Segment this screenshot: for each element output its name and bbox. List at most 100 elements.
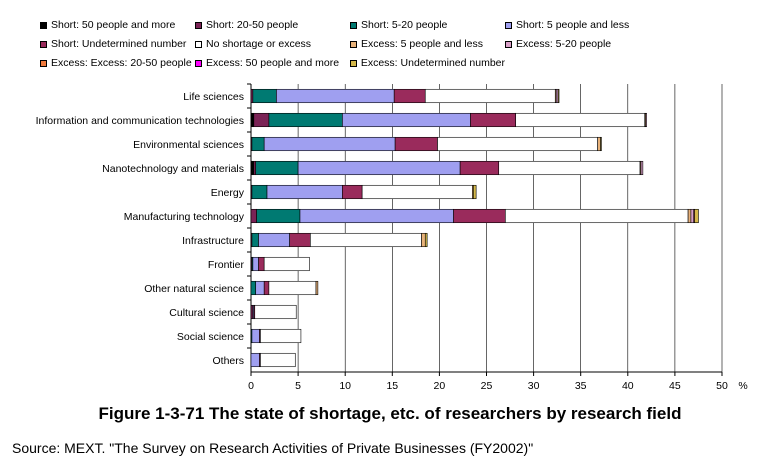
bar-segment bbox=[251, 232, 259, 248]
category-label: Nanotechnology and materials bbox=[102, 163, 244, 175]
x-tick-label: 5 bbox=[295, 380, 301, 392]
bar-segment bbox=[258, 256, 265, 272]
legend-label: Short: 50 people and more bbox=[51, 19, 176, 31]
bar-segment bbox=[640, 160, 644, 176]
source-note: Source: MEXT. "The Survey on Research Ac… bbox=[12, 440, 534, 456]
legend-item: Excess: 5-20 people bbox=[505, 37, 760, 51]
bar-segment bbox=[260, 328, 302, 344]
legend-item: Excess: 50 people and more bbox=[195, 56, 350, 70]
x-tick-label: 50 bbox=[716, 380, 728, 392]
category-label: Infrastructure bbox=[182, 235, 244, 247]
category-label: Information and communication technologi… bbox=[36, 115, 244, 127]
category-label: Social science bbox=[177, 331, 244, 343]
x-tick-label: 30 bbox=[528, 380, 540, 392]
bar-segment bbox=[557, 88, 560, 104]
bar-segment bbox=[437, 136, 598, 152]
legend-item: Short: Undetermined number bbox=[40, 37, 195, 51]
chart-plot: 0 5 10 15 20 25 30 35 40 45 50 % Life sciences Inform… bbox=[36, 83, 748, 392]
bar-segment bbox=[393, 88, 426, 104]
bar-segment bbox=[256, 208, 301, 224]
bar-segment bbox=[250, 112, 255, 128]
legend-swatch bbox=[40, 59, 47, 67]
legend-label: Excess: 50 people and more bbox=[206, 57, 340, 69]
bar-segment bbox=[251, 184, 268, 200]
bar-segment bbox=[250, 208, 257, 224]
bar-segment bbox=[515, 112, 646, 128]
x-tick-label: 20 bbox=[434, 380, 446, 392]
legend-item: Short: 50 people and more bbox=[40, 18, 195, 32]
bar-segment bbox=[251, 136, 265, 152]
x-tick-label: 25 bbox=[481, 380, 493, 392]
legend-item: Short: 5-20 people bbox=[350, 18, 505, 32]
bar-segment bbox=[315, 280, 319, 296]
legend-swatch bbox=[350, 59, 357, 67]
x-tick-label: 35 bbox=[575, 380, 587, 392]
legend-swatch bbox=[40, 40, 47, 48]
bar-segment bbox=[260, 352, 296, 368]
bar-segment bbox=[645, 112, 647, 128]
category-label: Frontier bbox=[208, 259, 245, 271]
legend-item: No shortage or excess bbox=[195, 37, 350, 51]
bar-segment bbox=[255, 160, 299, 176]
legend-swatch bbox=[350, 21, 357, 29]
legend-label: Excess: Undetermined number bbox=[360, 57, 505, 69]
legend-swatch bbox=[350, 40, 357, 48]
legend-label: Excess: 5 people and less bbox=[361, 38, 483, 50]
bar-segment bbox=[250, 352, 260, 368]
legend-item: Short: 5 people and less bbox=[505, 18, 760, 32]
figure-caption: Figure 1-3-71 The state of shortage, etc… bbox=[98, 404, 682, 423]
bar-segment bbox=[253, 112, 270, 128]
legend-label: Excess: 5-20 people bbox=[516, 38, 612, 50]
bar-segment bbox=[690, 208, 695, 224]
legend-item: Excess: Undetermined number bbox=[350, 56, 505, 70]
legend-swatch bbox=[195, 21, 202, 29]
bar-segment bbox=[310, 232, 422, 248]
bar-segment bbox=[453, 208, 506, 224]
bar-segment bbox=[276, 88, 395, 104]
bar-segment bbox=[361, 184, 473, 200]
bar-segment bbox=[694, 208, 699, 224]
bar-segment bbox=[258, 232, 290, 248]
category-label: Environmental sciences bbox=[133, 139, 244, 151]
bar-segment bbox=[254, 304, 297, 320]
bar-segment bbox=[505, 208, 689, 224]
bar-segment bbox=[252, 256, 259, 272]
legend-label: Short: 5-20 people bbox=[361, 19, 448, 31]
category-label: Other natural science bbox=[144, 283, 244, 295]
legend-label: Short: 5 people and less bbox=[516, 19, 630, 31]
x-tick-label: 10 bbox=[339, 380, 351, 392]
legend-label: Short: 20-50 people bbox=[206, 19, 299, 31]
x-tick-label: 15 bbox=[386, 380, 398, 392]
bar-segment bbox=[250, 160, 255, 176]
bar-segment bbox=[263, 280, 270, 296]
bar-segment bbox=[250, 280, 257, 296]
legend-label: Short: Undetermined number bbox=[51, 38, 187, 50]
bar-segment bbox=[342, 112, 471, 128]
bar-segment bbox=[289, 232, 311, 248]
bar-segment bbox=[600, 136, 602, 152]
bar-segment bbox=[342, 184, 363, 200]
bar-segment bbox=[394, 136, 438, 152]
x-tick-label: 45 bbox=[669, 380, 681, 392]
bar-segment bbox=[459, 160, 500, 176]
bar-segment bbox=[255, 280, 265, 296]
legend-item: Short: 20-50 people bbox=[195, 18, 350, 32]
bar-segment bbox=[421, 232, 426, 248]
bar-segment bbox=[424, 88, 556, 104]
x-tick-label: 40 bbox=[622, 380, 634, 392]
bar-segment bbox=[297, 160, 461, 176]
category-label: Manufacturing technology bbox=[124, 211, 245, 223]
legend-label: No shortage or excess bbox=[206, 38, 312, 50]
legend-swatch bbox=[40, 21, 47, 29]
category-label: Life sciences bbox=[183, 91, 244, 103]
legend-swatch bbox=[505, 40, 512, 48]
bar-segment bbox=[252, 88, 277, 104]
bar-segment bbox=[266, 184, 343, 200]
bar-segment bbox=[263, 136, 396, 152]
bar-segment bbox=[268, 280, 317, 296]
category-label: Cultural science bbox=[169, 307, 244, 319]
legend-swatch bbox=[505, 21, 512, 29]
bar-segment bbox=[498, 160, 641, 176]
bar-segment bbox=[687, 208, 692, 224]
bar-segment bbox=[251, 328, 260, 344]
